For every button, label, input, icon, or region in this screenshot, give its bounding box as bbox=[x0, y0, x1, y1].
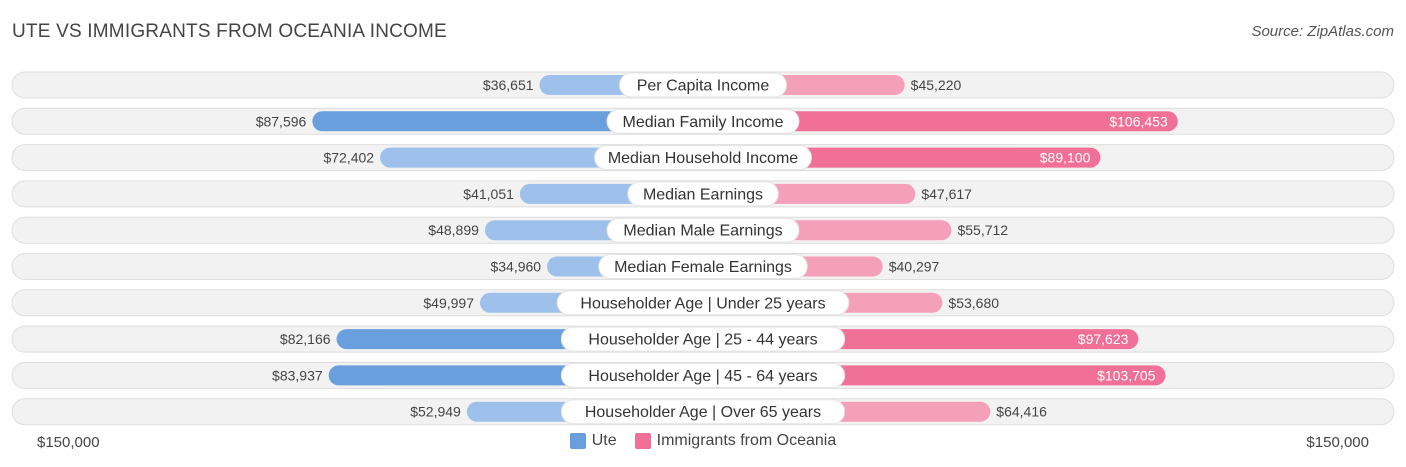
category-label: Householder Age | 45 - 64 years bbox=[588, 368, 817, 385]
value-label-ute: $82,166 bbox=[280, 331, 331, 347]
legend-item-ute[interactable]: Ute bbox=[569, 432, 617, 450]
value-label-ute: $48,899 bbox=[428, 222, 479, 238]
chart-title: UTE VS IMMIGRANTS FROM OCEANIA INCOME bbox=[12, 21, 447, 42]
category-label: Median Family Income bbox=[623, 114, 784, 131]
value-label-oceania: $55,712 bbox=[957, 222, 1008, 238]
value-label-oceania: $106,453 bbox=[1109, 113, 1168, 129]
value-label-ute: $72,402 bbox=[323, 150, 374, 166]
chart-area: $36,651 $45,220 Per Capita Income $87,596 $1… bbox=[11, 71, 1395, 426]
value-label-oceania: $64,416 bbox=[996, 404, 1047, 420]
value-label-oceania: $53,680 bbox=[948, 295, 999, 311]
value-label-ute: $83,937 bbox=[272, 367, 323, 383]
category-pill bbox=[606, 217, 800, 243]
axis-left-label: $150,000 bbox=[37, 434, 100, 451]
category-pill bbox=[606, 108, 800, 134]
source-label: Source: ZipAtlas.com bbox=[1251, 23, 1394, 40]
category-pill bbox=[627, 181, 779, 207]
value-label-ute: $52,949 bbox=[410, 404, 461, 420]
legend-swatch-ute bbox=[569, 433, 586, 449]
value-label-ute: $36,651 bbox=[483, 77, 534, 93]
legend-item-oceania[interactable]: Immigrants from Oceania bbox=[634, 432, 837, 450]
value-label-oceania: $89,100 bbox=[1040, 150, 1091, 166]
category-label: Per Capita Income bbox=[637, 78, 770, 95]
value-label-oceania: $47,617 bbox=[921, 186, 972, 202]
category-pill bbox=[560, 399, 846, 425]
category-label: Median Female Earnings bbox=[614, 259, 792, 276]
legend-label-oceania: Immigrants from Oceania bbox=[656, 432, 837, 449]
category-pill bbox=[618, 72, 788, 98]
category-pill bbox=[598, 254, 808, 279]
value-label-ute: $41,051 bbox=[463, 186, 514, 202]
value-label-oceania: $103,705 bbox=[1097, 367, 1156, 383]
bar-oceania bbox=[703, 111, 1178, 132]
axis-right-label: $150,000 bbox=[1306, 434, 1369, 451]
category-label: Householder Age | 25 - 44 years bbox=[588, 332, 817, 349]
legend-swatch-oceania bbox=[634, 433, 651, 449]
category-label: Householder Age | Under 25 years bbox=[580, 295, 825, 312]
category-label: Median Household Income bbox=[608, 150, 798, 167]
category-label: Median Male Earnings bbox=[623, 223, 782, 240]
category-pill bbox=[594, 145, 812, 171]
legend: Ute Immigrants from Oceania bbox=[0, 432, 1406, 450]
legend-label-ute: Ute bbox=[591, 432, 617, 449]
category-label: Householder Age | Over 65 years bbox=[585, 404, 821, 421]
value-label-oceania: $97,623 bbox=[1078, 331, 1129, 347]
value-label-ute: $87,596 bbox=[256, 113, 307, 129]
category-label: Median Earnings bbox=[643, 186, 763, 203]
category-pill bbox=[560, 326, 846, 352]
value-label-ute: $34,960 bbox=[490, 259, 541, 275]
category-pill bbox=[560, 362, 846, 388]
value-label-oceania: $40,297 bbox=[889, 259, 940, 275]
bar-ute bbox=[312, 111, 703, 132]
value-label-oceania: $45,220 bbox=[911, 77, 962, 93]
value-label-ute: $49,997 bbox=[423, 295, 474, 311]
category-pill bbox=[556, 290, 850, 316]
